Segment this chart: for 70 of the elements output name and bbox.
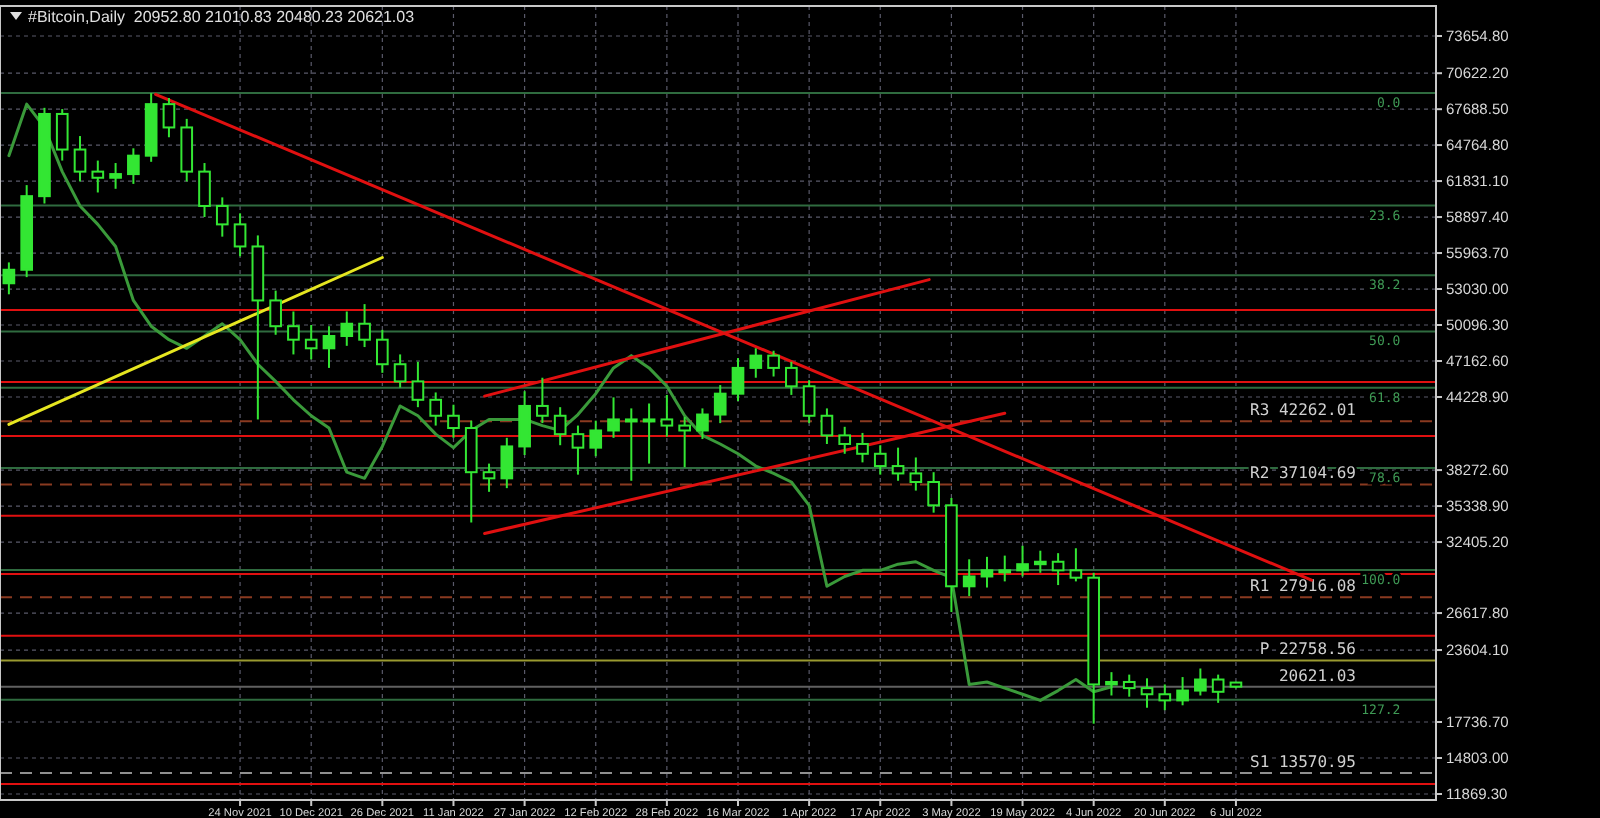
candlestick	[571, 424, 585, 476]
candlestick	[287, 310, 300, 356]
candlestick	[447, 403, 460, 439]
candlestick	[1033, 549, 1047, 574]
candlestick	[1140, 677, 1154, 709]
candlestick	[1069, 547, 1083, 583]
candlestick	[91, 159, 105, 194]
candlestick	[785, 360, 798, 396]
candlestick	[233, 212, 247, 258]
candlestick	[1211, 673, 1225, 704]
candlestick	[162, 97, 176, 139]
candlestick	[198, 162, 211, 219]
ref-line-label: S1 13570.95	[1250, 753, 1357, 772]
candlestick	[873, 444, 887, 476]
candlestick	[55, 108, 69, 162]
candlestick	[713, 384, 727, 425]
candlestick	[820, 407, 834, 445]
candlestick	[1158, 683, 1172, 712]
candlestick	[411, 360, 425, 409]
candlestick	[1176, 676, 1189, 707]
candlestick	[749, 347, 763, 379]
candlestick	[856, 431, 869, 464]
candlestick	[1051, 552, 1065, 587]
candlestick	[536, 376, 549, 425]
candlestick	[73, 135, 87, 183]
candlestick	[215, 196, 229, 238]
candlestick	[1105, 671, 1118, 697]
candlestick	[980, 555, 994, 589]
candlestick	[500, 436, 514, 490]
candlestick	[1016, 544, 1029, 578]
candlestick	[376, 328, 389, 374]
candlestick	[429, 391, 443, 427]
ref-line-label: 20621.03	[1278, 666, 1357, 685]
candlestick	[518, 390, 531, 457]
candlestick	[678, 415, 691, 469]
ref-line-label: R1 27916.08	[1250, 577, 1357, 596]
ref-line-label: R2 37104.69	[1250, 464, 1357, 483]
candlestick	[322, 325, 336, 369]
candlestick	[802, 379, 816, 425]
candlestick	[464, 419, 478, 524]
candlestick	[127, 147, 140, 185]
candlestick	[767, 349, 780, 378]
ref-line-label: R3 42262.01	[1250, 401, 1357, 420]
candlestick	[340, 310, 354, 347]
candlestick	[1194, 667, 1207, 697]
ref-line-label: P 22758.56	[1259, 640, 1357, 659]
candlestick	[482, 462, 496, 493]
candlestick	[696, 407, 709, 441]
candlestick	[962, 558, 976, 598]
candlestick	[731, 357, 745, 403]
candlestick	[998, 554, 1012, 583]
candlestick	[838, 425, 852, 455]
candlestick	[180, 117, 194, 183]
candlestick	[269, 289, 282, 336]
candlestick	[2, 261, 16, 296]
candlestick	[109, 162, 122, 190]
candlestick	[927, 471, 940, 514]
candlestick	[607, 396, 620, 439]
candlestick	[909, 456, 923, 492]
candlestick	[1122, 673, 1136, 698]
candlestick	[304, 323, 318, 361]
candlestick	[553, 406, 567, 447]
candlestick	[660, 393, 674, 438]
candlestick	[358, 303, 371, 349]
candlestick	[642, 402, 656, 465]
chart-title: #Bitcoin,Daily 20952.80 21010.83 20480.23 20621.03	[28, 8, 416, 26]
candlestick	[624, 407, 638, 482]
candlestick	[393, 353, 407, 389]
candlestick	[891, 446, 905, 482]
candlestick	[589, 419, 603, 458]
